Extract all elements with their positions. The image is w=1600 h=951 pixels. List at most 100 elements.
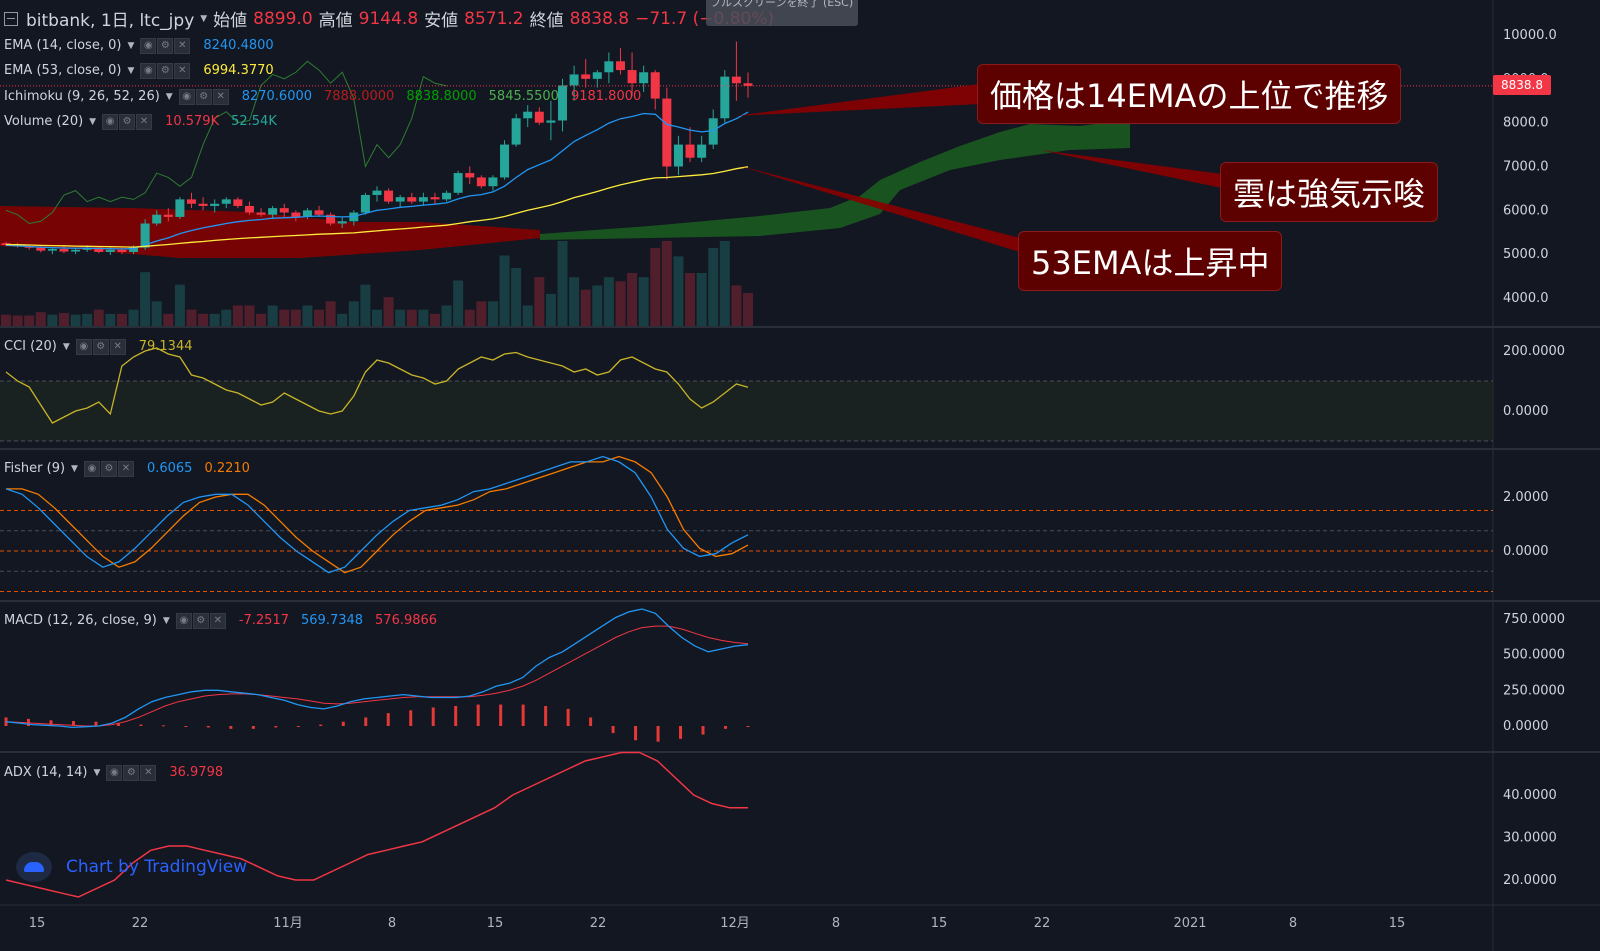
- candle-body: [210, 203, 220, 206]
- fisher-legend[interactable]: Fisher (9) ▼ ◉ ⚙ ✕ 0.6065 0.2210: [4, 460, 250, 477]
- close-icon[interactable]: ✕: [109, 339, 126, 355]
- close-icon[interactable]: ✕: [212, 89, 229, 105]
- gear-icon[interactable]: ⚙: [157, 63, 174, 79]
- indicator-label[interactable]: CCI (20): [4, 339, 57, 354]
- gear-icon[interactable]: ⚙: [100, 461, 117, 477]
- chevron-down-icon[interactable]: ▼: [71, 463, 78, 474]
- macd-histogram-bar: [296, 726, 300, 727]
- gear-icon[interactable]: ⚙: [195, 89, 212, 105]
- adx-legend[interactable]: ADX (14, 14) ▼ ◉ ⚙ ✕ 36.9798: [4, 764, 223, 781]
- chevron-down-icon[interactable]: ▼: [62, 341, 70, 352]
- candle-body: [105, 249, 115, 252]
- candle-body: [59, 248, 69, 252]
- gear-icon[interactable]: ⚙: [157, 38, 174, 54]
- macd-histogram-bar: [499, 704, 503, 726]
- main-series-legend[interactable]: bitbank, 1日, ltc_jpy ▼ 始値 8899.0 高値 9144.8…: [4, 6, 774, 31]
- volume-bar: [418, 309, 429, 326]
- fisher-line: [5, 455, 749, 574]
- indicator-label[interactable]: ADX (14, 14): [4, 765, 88, 780]
- close-icon[interactable]: ✕: [140, 765, 157, 781]
- volume-bar: [151, 301, 162, 326]
- candle-body: [221, 199, 231, 204]
- eye-icon[interactable]: ◉: [178, 89, 195, 105]
- ema53-line: [5, 166, 749, 248]
- indicator-label[interactable]: MACD (12, 26, close, 9): [4, 613, 157, 628]
- indicator-label[interactable]: Volume (20): [4, 114, 84, 129]
- indicator-label[interactable]: EMA (53, close, 0): [4, 63, 122, 78]
- candle-body: [302, 210, 312, 217]
- macd-histogram-bar: [319, 724, 323, 726]
- eye-icon[interactable]: ◉: [175, 613, 192, 629]
- eye-icon[interactable]: ◉: [140, 63, 157, 79]
- volume-bar: [464, 309, 475, 326]
- volume-bar: [372, 309, 382, 326]
- chevron-down-icon[interactable]: ▼: [200, 13, 208, 24]
- fisher-axis-label: 2.0000: [1503, 490, 1549, 505]
- macd-axis-label: 500.0000: [1503, 648, 1565, 663]
- chevron-down-icon[interactable]: ▼: [165, 91, 173, 102]
- macd-histogram-bar: [656, 726, 660, 742]
- chevron-down-icon[interactable]: ▼: [127, 40, 135, 51]
- indicator-label[interactable]: Ichimoku (9, 26, 52, 26): [4, 89, 160, 104]
- indicator-value: 569.7348: [301, 613, 364, 628]
- ichimoku-legend[interactable]: Ichimoku (9, 26, 52, 26) ▼ ◉ ⚙ ✕ 8270.6000 788…: [4, 88, 641, 105]
- volume-bar: [569, 277, 580, 326]
- chevron-down-icon[interactable]: ▼: [162, 615, 170, 626]
- eye-icon[interactable]: ◉: [75, 339, 92, 355]
- macd-histogram-bar: [251, 726, 255, 729]
- candle-body: [511, 118, 521, 145]
- indicator-label[interactable]: Fisher (9): [4, 461, 66, 476]
- annotation-cloud-bullish[interactable]: 雲は強気示唆: [1220, 162, 1439, 222]
- volume-legend[interactable]: Volume (20) ▼ ◉ ⚙ ✕ 10.579K 52.54K: [4, 113, 277, 130]
- macd-histogram-bar: [184, 726, 188, 727]
- volume-bar: [499, 255, 510, 326]
- annotation-ema53-rising[interactable]: 53EMAは上昇中: [1018, 231, 1283, 291]
- symbol-title[interactable]: bitbank, 1日, ltc_jpy: [26, 11, 195, 31]
- gear-icon[interactable]: ⚙: [123, 765, 140, 781]
- volume-bar: [661, 241, 672, 326]
- gear-icon[interactable]: ⚙: [119, 114, 136, 130]
- macd-legend[interactable]: MACD (12, 26, close, 9) ▼ ◉ ⚙ ✕ -7.2517 569.73…: [4, 612, 437, 629]
- macd-histogram-bar: [431, 707, 435, 726]
- candle-body: [488, 177, 498, 187]
- close-icon[interactable]: ✕: [174, 38, 191, 54]
- volume-bar: [232, 305, 243, 326]
- indicator-label[interactable]: EMA (14, close, 0): [4, 38, 122, 53]
- candle-body: [418, 197, 428, 202]
- annotation-price-above-ema[interactable]: 価格は14EMAの上位で推移: [977, 64, 1402, 124]
- eye-icon[interactable]: ◉: [83, 461, 100, 477]
- close-icon[interactable]: ✕: [209, 613, 226, 629]
- close-icon[interactable]: ✕: [174, 63, 191, 79]
- eye-icon[interactable]: ◉: [102, 114, 119, 130]
- gear-icon[interactable]: ⚙: [192, 613, 209, 629]
- volume-bar: [116, 313, 127, 326]
- high-label: 高値: [318, 11, 353, 31]
- tradingview-brand[interactable]: Chart by TradingView: [16, 852, 247, 882]
- chevron-down-icon[interactable]: ▼: [93, 767, 101, 778]
- ema53-legend[interactable]: EMA (53, close, 0) ▼ ◉ ⚙ ✕ 6994.3770: [4, 62, 274, 79]
- cci-legend[interactable]: CCI (20) ▼ ◉ ⚙ ✕ 79.1344: [4, 338, 193, 355]
- collapse-icon[interactable]: [4, 11, 18, 26]
- annotation-pointer: [735, 84, 980, 116]
- eye-icon[interactable]: ◉: [140, 38, 157, 54]
- macd-histogram-bar: [724, 726, 728, 729]
- chevron-down-icon[interactable]: ▼: [89, 116, 97, 127]
- macd-histogram-bar: [116, 723, 120, 726]
- volume-bar: [545, 293, 556, 326]
- candle-body: [71, 249, 81, 252]
- eye-icon[interactable]: ◉: [106, 765, 123, 781]
- close-icon[interactable]: ✕: [117, 461, 134, 477]
- brand-label: Chart by TradingView: [66, 857, 248, 877]
- ema14-line: [5, 111, 749, 250]
- open-label: 始値: [213, 11, 248, 31]
- time-axis-label: 8: [388, 916, 396, 931]
- chevron-down-icon[interactable]: ▼: [127, 65, 135, 76]
- indicator-value: 0.6065: [146, 461, 193, 476]
- close-icon[interactable]: ✕: [136, 114, 153, 130]
- gear-icon[interactable]: ⚙: [92, 339, 109, 355]
- time-axis-label: 15: [487, 916, 504, 931]
- time-axis-label: 22: [590, 916, 607, 931]
- price-axis-label: 6000.0: [1503, 203, 1549, 218]
- ema14-legend[interactable]: EMA (14, close, 0) ▼ ◉ ⚙ ✕ 8240.4800: [4, 37, 274, 54]
